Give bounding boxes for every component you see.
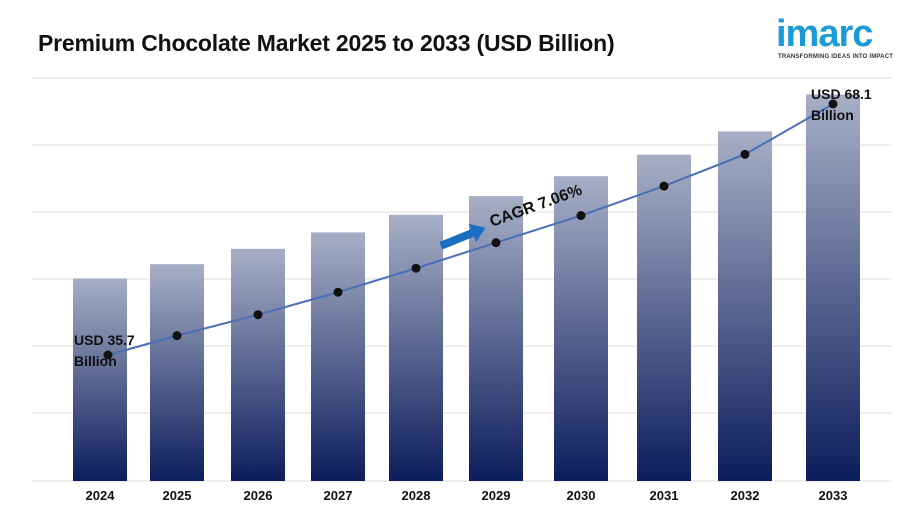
x-tick-label: 2028 (402, 488, 431, 503)
x-tick-label: 2032 (731, 488, 760, 503)
bar-2031 (637, 154, 691, 481)
trend-point-2026 (253, 310, 263, 320)
start-unit-label: Billion (74, 353, 117, 369)
x-tick-label: 2031 (650, 488, 679, 503)
x-tick-label: 2026 (244, 488, 273, 503)
end-unit-label: Billion (811, 107, 854, 123)
bar-2030 (554, 176, 608, 481)
imarc-logo: imarc TRANSFORMING IDEAS INTO IMPACT (776, 10, 896, 66)
end-value-label: USD 68.1 (811, 86, 872, 102)
chart-title: Premium Chocolate Market 2025 to 2033 (U… (38, 30, 615, 56)
trend-point-2025 (172, 331, 182, 341)
x-tick-label: 2033 (819, 488, 848, 503)
bar-2033 (806, 94, 860, 481)
trend-point-2032 (740, 149, 750, 159)
logo-tagline: TRANSFORMING IDEAS INTO IMPACT (778, 54, 894, 60)
cagr-arrow-icon (439, 223, 486, 250)
trend-point-2030 (576, 211, 586, 221)
x-tick-label: 2025 (163, 488, 192, 503)
trend-point-2024 (103, 350, 113, 360)
x-tick-label: 2027 (324, 488, 353, 503)
bars (73, 94, 860, 482)
trend-point-2027 (333, 287, 343, 297)
x-tick-label: 2030 (567, 488, 596, 503)
bar-2028 (389, 214, 443, 481)
x-axis-labels: 2024 2025 2026 2027 2028 2029 2030 2031 2032 2033 (86, 488, 848, 503)
x-tick-label: 2029 (482, 488, 511, 503)
logo-wordmark: imarc (776, 13, 873, 55)
start-value-label: USD 35.7 (74, 332, 135, 348)
trend-point-2033 (828, 99, 838, 109)
trend-point-2031 (659, 181, 669, 191)
cagr-arrow-shape (439, 223, 486, 250)
bar-2032 (718, 131, 772, 482)
trend-line-path (107, 103, 834, 356)
bar-2027 (311, 232, 365, 481)
bar-2024 (73, 278, 127, 481)
bar-2025 (150, 264, 204, 481)
trend-point-2029 (491, 238, 501, 248)
bar-2026 (231, 248, 285, 481)
trend-line (103, 99, 838, 360)
trend-point-2028 (411, 263, 421, 273)
x-tick-label: 2024 (86, 488, 116, 503)
